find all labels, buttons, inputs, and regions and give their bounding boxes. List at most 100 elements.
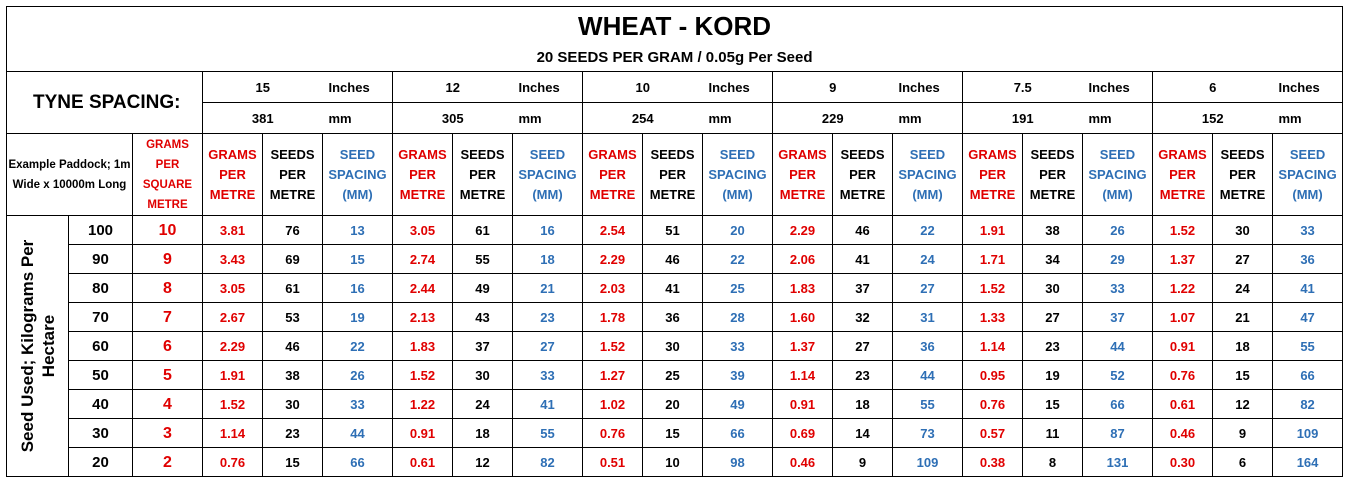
kg-per-hectare-value: 80 <box>68 273 133 303</box>
tyne-spacing-mm: 229 <box>772 102 893 134</box>
seed-spacing-value: 33 <box>1271 215 1344 245</box>
grams-per-metre-value: 0.76 <box>202 447 263 477</box>
seeds-per-metre-value: 46 <box>642 244 703 274</box>
seed-spacing-value: 44 <box>892 360 963 390</box>
table-row: 90 9 3.43 69 15 2.74 55 18 2.29 46 22 2.06 41 24 1.71 3… <box>7 244 1344 274</box>
seeds-per-metre-value: 41 <box>832 244 893 274</box>
seed-spacing-value: 36 <box>1271 244 1344 274</box>
seeds-per-metre-value: 69 <box>262 244 323 274</box>
seeds-per-metre-header: SEEDS PER METRE <box>642 133 703 216</box>
seed-spacing-value: 22 <box>322 331 393 361</box>
seeds-per-metre-header: SEEDS PER METRE <box>832 133 893 216</box>
page-subtitle: 20 SEEDS PER GRAM / 0.05g Per Seed <box>5 44 1344 72</box>
grams-per-metre-header: GRAMS PER METRE <box>772 133 833 216</box>
grams-per-metre-value: 3.05 <box>392 215 453 245</box>
grams-per-metre-value: 2.44 <box>392 273 453 303</box>
seeds-per-metre-value: 36 <box>642 302 703 332</box>
seed-spacing-value: 55 <box>1271 331 1344 361</box>
seeds-per-metre-value: 23 <box>262 418 323 448</box>
seeds-per-metre-value: 61 <box>452 215 513 245</box>
seeds-per-metre-value: 12 <box>1212 389 1273 419</box>
table-row: 20 2 0.76 15 66 0.61 12 82 0.51 10 98 0.46 9 109 0.38 8… <box>7 447 1344 477</box>
table-row: 50 5 1.91 38 26 1.52 30 33 1.27 25 39 1.14 23 44 0.95 1… <box>7 360 1344 390</box>
grams-per-square-metre-header: GRAMS PER SQUARE METRE <box>132 133 203 216</box>
seeds-per-metre-value: 30 <box>642 331 703 361</box>
tyne-spacing-inches: 9 <box>772 71 893 103</box>
mm-unit-label: mm <box>1272 102 1344 134</box>
seeds-per-metre-value: 18 <box>452 418 513 448</box>
tyne-spacing-inches: 10 <box>582 71 703 103</box>
page-title: WHEAT - KORD <box>5 6 1344 45</box>
grams-per-metre-header: GRAMS PER METRE <box>962 133 1023 216</box>
seed-spacing-value: 131 <box>1082 447 1153 477</box>
grams-per-square-metre-value: 7 <box>132 302 203 332</box>
grams-per-square-metre-value: 9 <box>132 244 203 274</box>
seed-spacing-value: 13 <box>322 215 393 245</box>
grams-per-metre-value: 1.02 <box>582 389 643 419</box>
grams-per-metre-value: 1.22 <box>1152 273 1213 303</box>
grams-per-metre-value: 1.33 <box>962 302 1023 332</box>
seed-spacing-value: 109 <box>1271 418 1344 448</box>
grams-per-metre-value: 3.43 <box>202 244 263 274</box>
seeds-per-metre-value: 43 <box>452 302 513 332</box>
grams-per-metre-value: 1.52 <box>392 360 453 390</box>
grams-per-metre-value: 0.95 <box>962 360 1023 390</box>
seed-spacing-value: 33 <box>512 360 583 390</box>
seed-spacing-value: 66 <box>322 447 393 477</box>
kg-per-hectare-value: 60 <box>68 331 133 361</box>
seed-spacing-value: 55 <box>512 418 583 448</box>
seeds-per-metre-value: 15 <box>642 418 703 448</box>
seeds-per-metre-value: 9 <box>832 447 893 477</box>
seed-spacing-value: 16 <box>322 273 393 303</box>
tyne-spacing-mm: 191 <box>962 102 1083 134</box>
grams-per-metre-value: 0.76 <box>582 418 643 448</box>
seeds-per-metre-value: 46 <box>832 215 893 245</box>
kg-per-hectare-value: 100 <box>68 215 133 245</box>
grams-per-square-metre-value: 5 <box>132 360 203 390</box>
table-row: 40 4 1.52 30 33 1.22 24 41 1.02 20 49 0.91 18 55 0.76 1… <box>7 389 1344 419</box>
seed-spacing-value: 27 <box>892 273 963 303</box>
seeds-per-metre-value: 8 <box>1022 447 1083 477</box>
seeds-per-metre-value: 30 <box>1022 273 1083 303</box>
seed-spacing-header: SEED SPACING (MM) <box>512 133 583 216</box>
kg-per-hectare-value: 70 <box>68 302 133 332</box>
seeds-per-metre-value: 11 <box>1022 418 1083 448</box>
grams-per-metre-value: 2.29 <box>582 244 643 274</box>
seeds-per-metre-value: 53 <box>262 302 323 332</box>
grams-per-metre-value: 1.83 <box>392 331 453 361</box>
grams-per-metre-value: 0.46 <box>772 447 833 477</box>
seed-spacing-value: 26 <box>1082 215 1153 245</box>
seed-spacing-header: SEED SPACING (MM) <box>322 133 393 216</box>
seeds-per-metre-value: 37 <box>832 273 893 303</box>
seed-spacing-value: 31 <box>892 302 963 332</box>
seed-spacing-value: 39 <box>702 360 773 390</box>
seeds-per-metre-value: 49 <box>452 273 513 303</box>
tyne-spacing-inches: 12 <box>392 71 513 103</box>
seed-spacing-value: 22 <box>892 215 963 245</box>
grams-per-square-metre-value: 10 <box>132 215 203 245</box>
seed-spacing-value: 20 <box>702 215 773 245</box>
inches-unit-label: Inches <box>1272 71 1344 103</box>
table-row: 60 6 2.29 46 22 1.83 37 27 1.52 30 33 1.37 27 36 1.14 2… <box>7 331 1344 361</box>
seeds-per-metre-value: 34 <box>1022 244 1083 274</box>
seed-spacing-value: 164 <box>1271 447 1344 477</box>
grams-per-metre-value: 0.76 <box>1152 360 1213 390</box>
grams-per-square-metre-value: 8 <box>132 273 203 303</box>
seed-spacing-header: SEED SPACING (MM) <box>702 133 773 216</box>
seeds-per-metre-value: 61 <box>262 273 323 303</box>
grams-per-metre-value: 1.27 <box>582 360 643 390</box>
table-row: Seed Used; Kilograms Per Hectare 100 10 3.81… <box>6 215 1344 477</box>
inches-unit-label: Inches <box>1082 71 1153 103</box>
grams-per-metre-header: GRAMS PER METRE <box>392 133 453 216</box>
seed-spacing-value: 18 <box>512 244 583 274</box>
table-row: 30 3 1.14 23 44 0.91 18 55 0.76 15 66 0.69 14 73 0.57 1… <box>7 418 1344 448</box>
seeds-per-metre-value: 24 <box>1212 273 1273 303</box>
seeds-per-metre-value: 38 <box>262 360 323 390</box>
kg-per-hectare-value: 40 <box>68 389 133 419</box>
seeds-per-metre-value: 51 <box>642 215 703 245</box>
seed-spacing-value: 15 <box>322 244 393 274</box>
inches-unit-label: Inches <box>512 71 583 103</box>
seeds-per-metre-header: SEEDS PER METRE <box>1212 133 1273 216</box>
seeds-per-metre-header: SEEDS PER METRE <box>452 133 513 216</box>
seeds-per-metre-value: 27 <box>832 331 893 361</box>
